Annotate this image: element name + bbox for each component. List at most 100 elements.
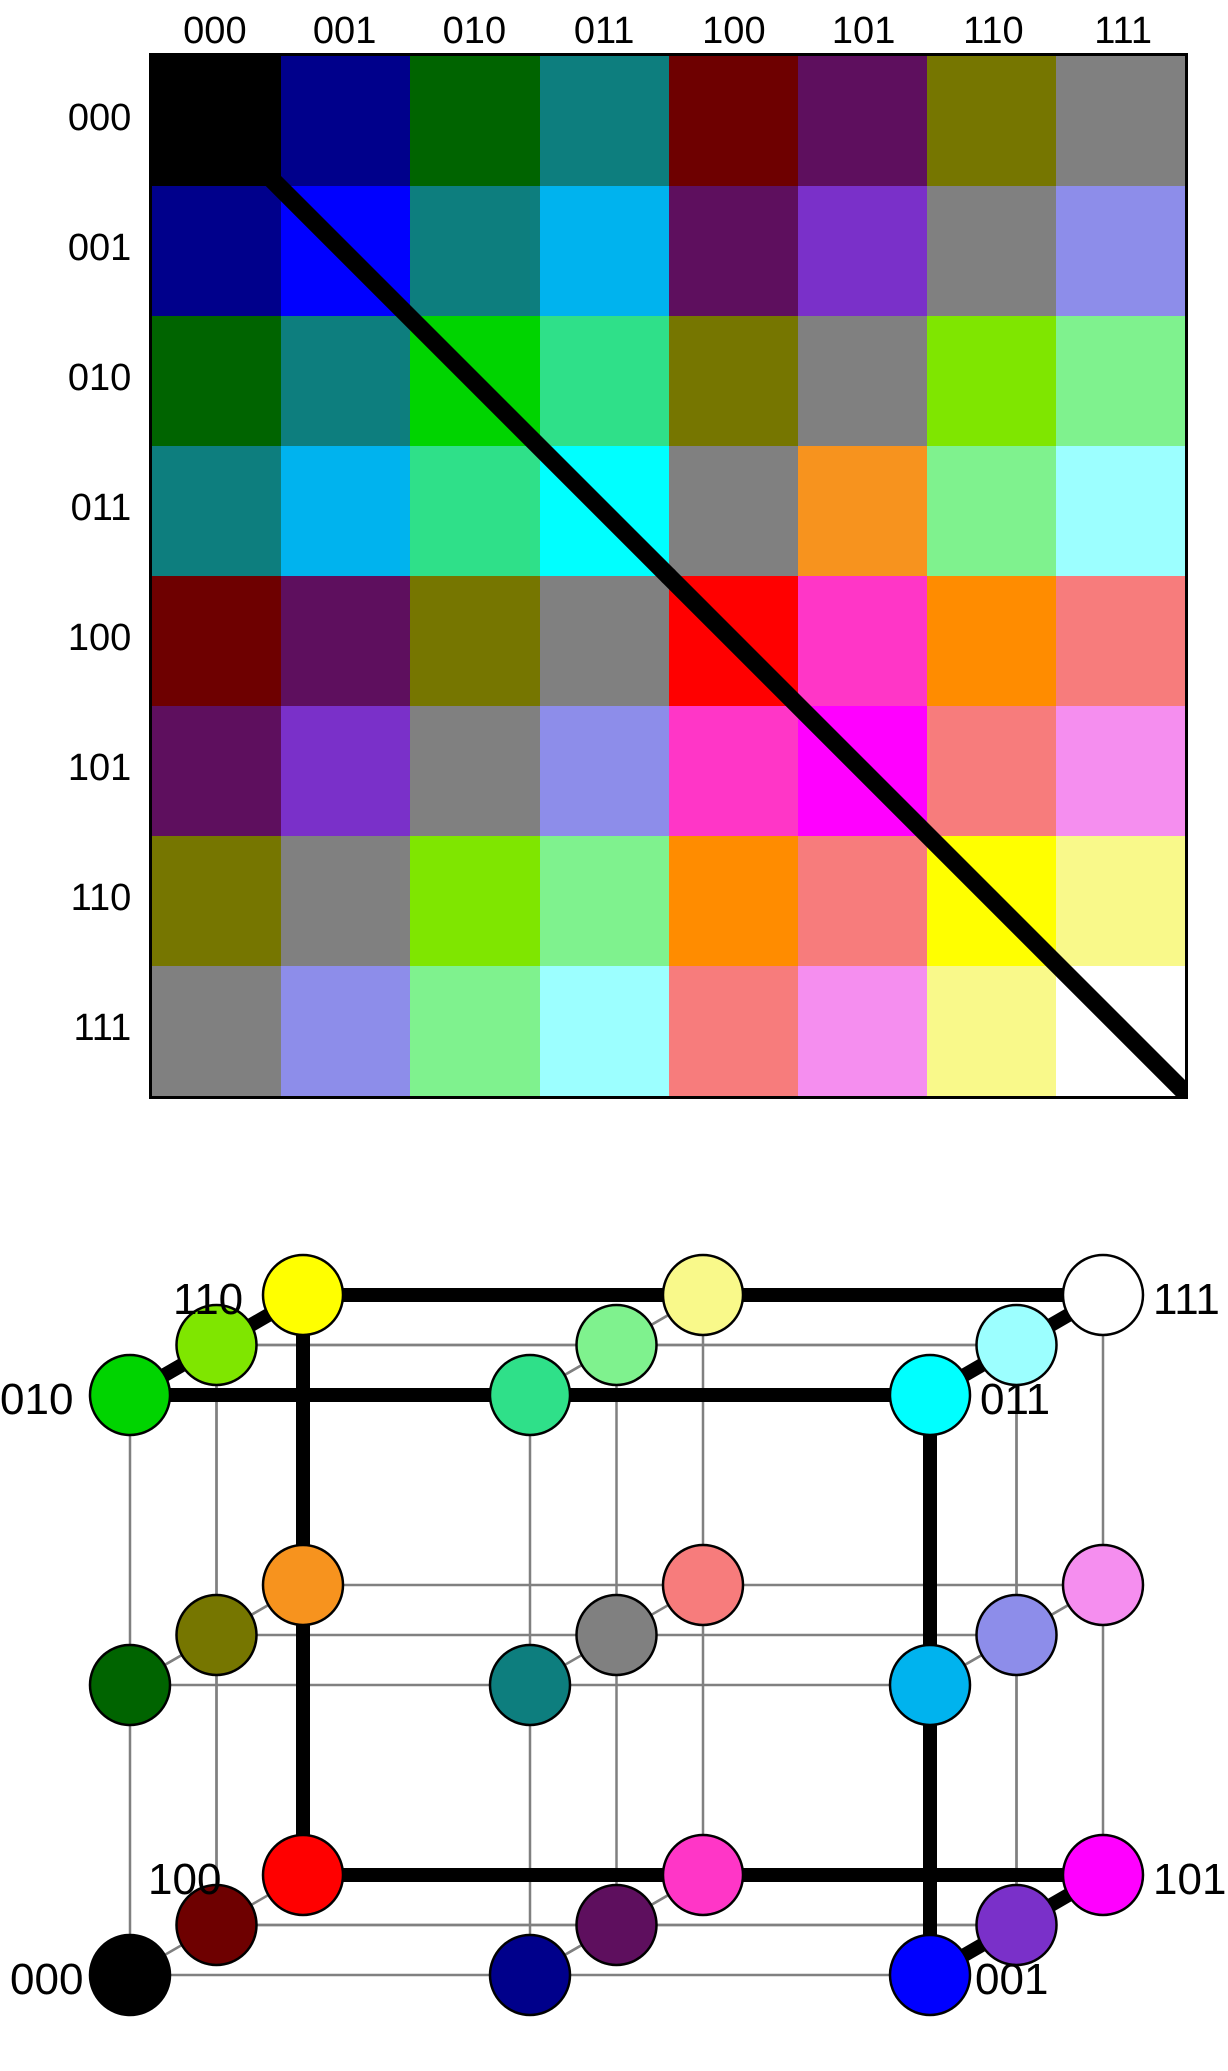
matrix-cell: [669, 56, 798, 186]
cube-vertex-label: 101: [1153, 1855, 1226, 1905]
cube-node: [890, 1935, 970, 2015]
matrix-cell: [540, 576, 669, 706]
matrix-cell: [281, 186, 410, 316]
matrix-row: [152, 56, 1185, 186]
matrix-cell: [152, 446, 281, 576]
matrix-cell: [152, 186, 281, 316]
matrix-cell: [1056, 186, 1185, 316]
matrix-cell: [798, 446, 927, 576]
matrix-cell: [540, 56, 669, 186]
matrix-cell: [410, 836, 539, 966]
matrix-row: [152, 836, 1185, 966]
cube-vertex-label: 010: [0, 1375, 73, 1425]
matrix-cell: [152, 56, 281, 186]
matrix-col-label: 101: [799, 10, 929, 53]
matrix-cell: [410, 706, 539, 836]
cube-node: [263, 1545, 343, 1625]
matrix-cell: [410, 966, 539, 1096]
matrix-row-label: 110: [40, 833, 149, 963]
cube-node: [490, 1355, 570, 1435]
cube-node: [577, 1595, 657, 1675]
matrix-row-label: 010: [40, 313, 149, 443]
cube-node: [577, 1885, 657, 1965]
matrix-row: [152, 576, 1185, 706]
cube-node: [263, 1255, 343, 1335]
cube-node: [1063, 1255, 1143, 1335]
matrix-cell: [669, 706, 798, 836]
matrix-col-label: 111: [1058, 10, 1188, 53]
cube-node: [177, 1595, 257, 1675]
matrix-cell: [281, 56, 410, 186]
cube-vertex-label: 011: [980, 1375, 1050, 1425]
matrix-col-label: 000: [150, 10, 280, 53]
matrix-row-label: 101: [40, 703, 149, 833]
matrix-cell: [152, 706, 281, 836]
matrix-cell: [927, 966, 1056, 1096]
cube-node: [577, 1305, 657, 1385]
matrix-col-label: 110: [929, 10, 1059, 53]
cube-node: [490, 1935, 570, 2015]
matrix-cell: [669, 576, 798, 706]
matrix-cell: [281, 706, 410, 836]
cube-node: [90, 1935, 170, 2015]
matrix-cell: [281, 316, 410, 446]
matrix-cell: [927, 56, 1056, 186]
matrix-cell: [1056, 56, 1185, 186]
matrix-cell: [410, 576, 539, 706]
matrix-row-label: 000: [40, 53, 149, 183]
matrix-row-labels: 000001010011100101110111: [40, 53, 149, 1099]
matrix-cell: [410, 316, 539, 446]
matrix-row: [152, 966, 1185, 1096]
matrix-cell: [1056, 966, 1185, 1096]
page: 000001010011100101110111 000001010011100…: [0, 0, 1228, 2071]
matrix-row: [152, 186, 1185, 316]
matrix-cell: [540, 446, 669, 576]
cube-node: [890, 1355, 970, 1435]
matrix-cell: [281, 966, 410, 1096]
cube-vertex-label: 100: [148, 1855, 221, 1905]
matrix-cell: [540, 706, 669, 836]
matrix-cell: [927, 186, 1056, 316]
matrix-cell: [927, 316, 1056, 446]
matrix-col-label: 011: [539, 10, 669, 53]
matrix-cell: [927, 446, 1056, 576]
cube-node: [977, 1595, 1057, 1675]
matrix-cell: [152, 316, 281, 446]
matrix-cell: [798, 706, 927, 836]
matrix-cell: [669, 836, 798, 966]
matrix-cell: [927, 576, 1056, 706]
matrix-cell: [152, 576, 281, 706]
cube-node: [490, 1645, 570, 1725]
matrix-grid: [149, 53, 1188, 1099]
matrix-cell: [1056, 576, 1185, 706]
matrix-cell: [798, 576, 927, 706]
cube-node: [890, 1645, 970, 1725]
matrix-row-label: 011: [40, 443, 149, 573]
matrix-cell: [669, 316, 798, 446]
cube-node: [263, 1835, 343, 1915]
matrix-col-labels: 000001010011100101110111: [150, 10, 1188, 53]
matrix-cell: [669, 186, 798, 316]
matrix-cell: [152, 836, 281, 966]
matrix-cell: [798, 966, 927, 1096]
matrix-cell: [152, 966, 281, 1096]
matrix-row-label: 111: [40, 963, 149, 1093]
matrix-cell: [410, 186, 539, 316]
matrix-cell: [281, 576, 410, 706]
cube-node: [90, 1645, 170, 1725]
cube-node: [977, 1305, 1057, 1385]
matrix-cell: [669, 966, 798, 1096]
cube-node: [663, 1835, 743, 1915]
cube-vertex-label: 110: [173, 1275, 243, 1325]
matrix-row: [152, 446, 1185, 576]
matrix-cell: [410, 56, 539, 186]
matrix-cell: [540, 186, 669, 316]
matrix-cell: [1056, 706, 1185, 836]
cube-vertex-label: 001: [975, 1955, 1048, 2005]
matrix-cell: [1056, 836, 1185, 966]
cube-node: [90, 1355, 170, 1435]
matrix-cell: [1056, 446, 1185, 576]
matrix-cell: [798, 836, 927, 966]
cube-node: [1063, 1835, 1143, 1915]
matrix-col-label: 010: [410, 10, 540, 53]
